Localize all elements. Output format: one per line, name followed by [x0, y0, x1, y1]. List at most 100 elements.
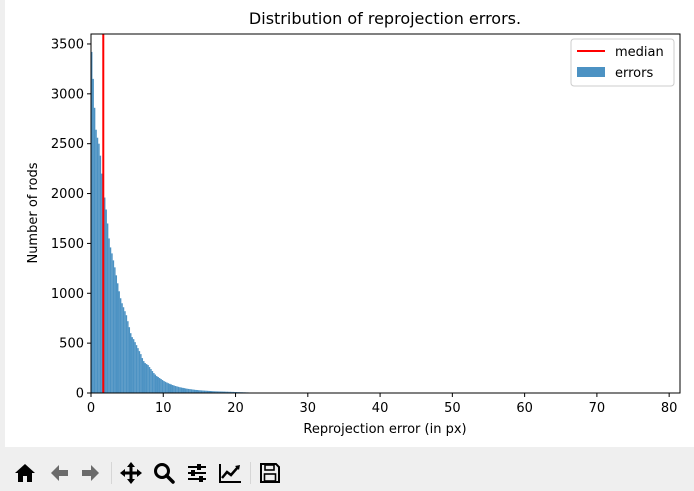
- histogram-bar: [226, 391, 229, 393]
- axes-frame: [90, 33, 681, 394]
- histogram-bar: [197, 390, 200, 393]
- x-axis-label: Reprojection error (in px): [303, 422, 466, 437]
- histogram-bar: [134, 342, 136, 393]
- histogram-bar: [104, 197, 106, 393]
- histogram-bar: [184, 388, 187, 393]
- toolbar-separator: [111, 462, 112, 484]
- x-tick-label: 70: [589, 401, 606, 416]
- histogram-bar: [158, 378, 161, 393]
- histogram-bar: [206, 390, 209, 393]
- histogram-bar: [213, 391, 216, 393]
- histogram-bar: [179, 387, 181, 393]
- home-button[interactable]: [12, 460, 38, 486]
- histogram-bar: [145, 364, 148, 393]
- histogram-bar: [183, 388, 185, 393]
- histogram-bar: [164, 381, 167, 393]
- x-axis-ticks: 0 10 20 30 40 50 60 70 80: [87, 393, 677, 416]
- histogram-bar: [148, 367, 151, 393]
- histogram-bar: [117, 283, 119, 393]
- histogram-bar: [141, 358, 144, 393]
- x-tick-label: 0: [87, 401, 95, 416]
- histogram-bar: [130, 333, 132, 393]
- histogram-bar: [119, 298, 122, 393]
- histogram-bar: [216, 391, 219, 393]
- y-axis-ticks: 0 500 1000 1500 2000 2500 3000 3500: [51, 37, 91, 402]
- histogram-bar: [176, 386, 178, 393]
- histogram-bar: [190, 389, 193, 393]
- histogram-bar: [215, 391, 217, 393]
- histogram-bar: [223, 391, 226, 393]
- histogram-bar: [161, 380, 164, 393]
- pan-icon: [120, 462, 142, 484]
- histogram-bar: [182, 387, 184, 393]
- histogram-bar: [106, 223, 109, 393]
- histogram-bar: [132, 339, 135, 393]
- histogram-bar: [166, 382, 168, 393]
- histogram-bar: [153, 373, 155, 393]
- histogram-bar: [154, 374, 157, 393]
- histogram-bar: [115, 275, 118, 393]
- forward-button[interactable]: [78, 460, 104, 486]
- pan-button[interactable]: [118, 460, 144, 486]
- histogram-bar: [144, 363, 146, 393]
- histogram-bar: [167, 383, 170, 393]
- histogram-bar: [187, 388, 190, 393]
- histogram-bar: [109, 247, 112, 393]
- histogram-bar: [124, 311, 126, 393]
- save-button[interactable]: [257, 460, 283, 486]
- histogram-bar: [229, 391, 232, 393]
- x-tick-label: 20: [227, 401, 244, 416]
- histogram-bar: [93, 107, 96, 394]
- legend-errors-swatch: [577, 67, 605, 77]
- histogram-bar: [173, 385, 175, 393]
- histogram-bar: [199, 390, 201, 393]
- histogram-bar: [151, 371, 154, 393]
- histogram-bar: [231, 391, 233, 393]
- histogram-bar: [99, 155, 102, 393]
- histogram-bar: [105, 209, 107, 393]
- legend-median-label: median: [615, 45, 664, 60]
- histogram-bar: [163, 381, 165, 393]
- zoom-button[interactable]: [151, 460, 177, 486]
- y-tick-label: 2500: [51, 137, 84, 152]
- y-tick-label: 0: [76, 387, 84, 402]
- histogram-bar: [189, 389, 191, 393]
- histogram-bar: [121, 303, 123, 393]
- histogram-bar: [160, 379, 162, 393]
- histogram-bar: [91, 51, 93, 393]
- histogram-bar: [111, 253, 113, 393]
- histogram-bar: [209, 391, 211, 393]
- figure: Distribution of reprojection errors. 0 10…: [5, 0, 694, 447]
- x-tick-label: 60: [516, 401, 533, 416]
- save-icon: [260, 463, 280, 483]
- histogram-bar: [221, 391, 223, 393]
- histogram-bar: [232, 391, 235, 393]
- histogram-bar: [122, 307, 125, 393]
- histogram-bar: [203, 390, 206, 393]
- histogram-bar: [177, 386, 180, 393]
- histogram-bar: [150, 369, 152, 393]
- configure-subplots-button[interactable]: [184, 460, 210, 486]
- histogram-bar: [98, 143, 100, 393]
- histogram-bar: [138, 351, 141, 393]
- histogram-bar: [96, 137, 99, 393]
- histogram-bar: [125, 315, 128, 393]
- histogram-bar: [193, 389, 196, 393]
- y-tick-label: 1000: [51, 287, 84, 302]
- x-tick-label: 30: [300, 401, 317, 416]
- configure-subplots-icon: [188, 464, 206, 482]
- histogram-bar: [180, 387, 183, 393]
- histogram-bar: [169, 383, 171, 393]
- histogram-bar: [212, 391, 214, 393]
- back-button[interactable]: [46, 460, 72, 486]
- edit-axis-button[interactable]: [217, 460, 243, 486]
- histogram-bar: [219, 391, 222, 393]
- histogram-bar: [140, 354, 142, 393]
- histogram-bars: [91, 51, 294, 394]
- histogram-bar: [196, 390, 198, 393]
- histogram-bar: [147, 365, 149, 393]
- toolbar: [0, 451, 694, 491]
- histogram-bar: [200, 390, 203, 393]
- histogram-bar: [128, 327, 131, 393]
- y-tick-label: 1500: [51, 237, 84, 252]
